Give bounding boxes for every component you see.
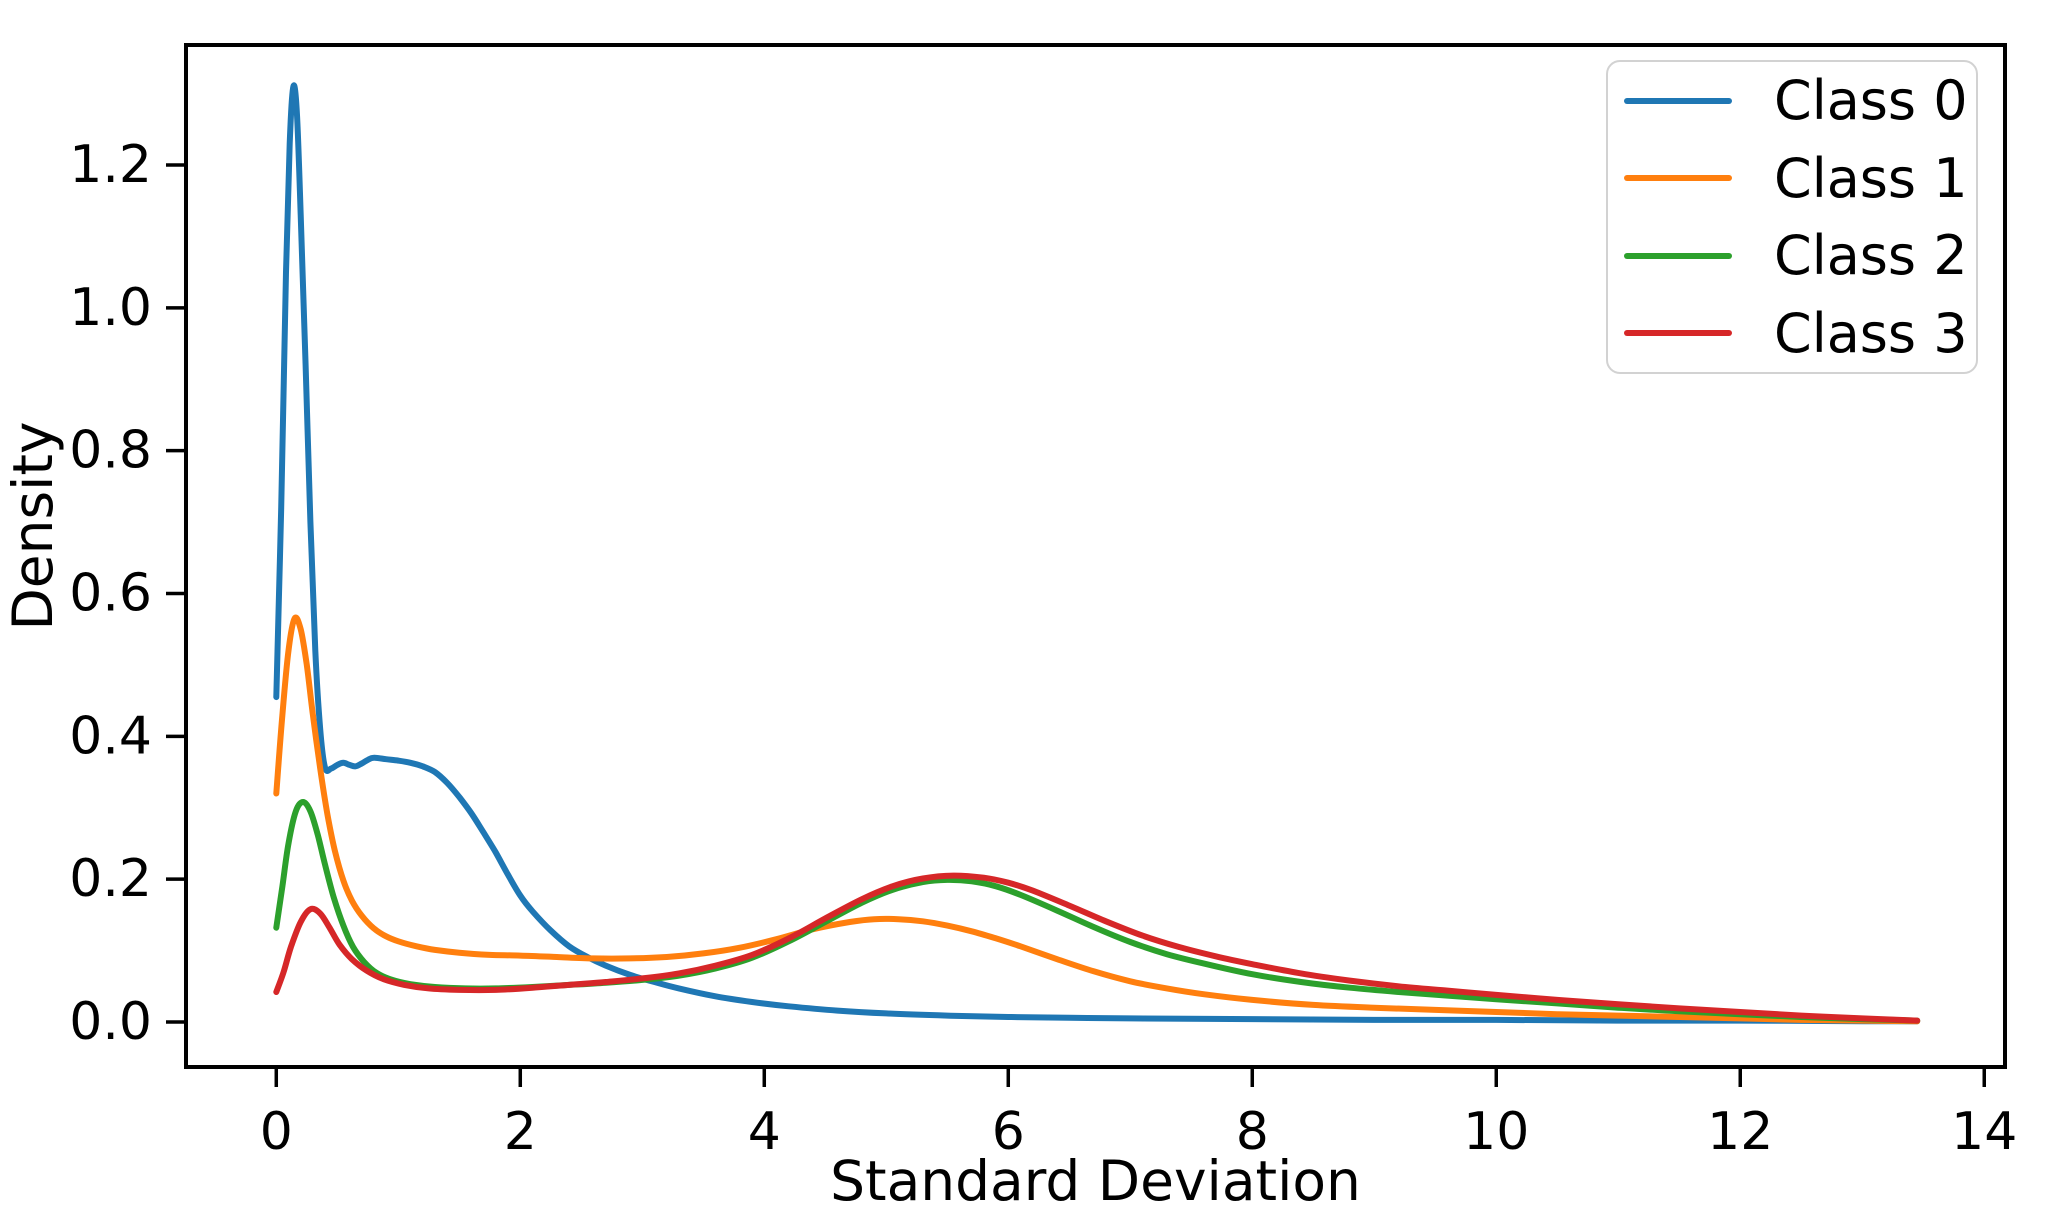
y-axis-tick-label: 0.4 xyxy=(69,706,152,766)
x-axis-tick-label: 12 xyxy=(1707,1102,1773,1162)
series-line-class-1 xyxy=(273,614,1921,1025)
y-axis-tick-label: 0.8 xyxy=(69,421,152,481)
legend-label: Class 3 xyxy=(1774,301,1968,365)
series-line-class-0 xyxy=(273,82,1921,1025)
x-axis-tick-label: 8 xyxy=(1236,1102,1269,1162)
y-axis-tick-label: 1.0 xyxy=(69,278,152,338)
x-axis-tick-label: 4 xyxy=(748,1102,781,1162)
y-axis-label: Density xyxy=(1,421,65,630)
legend-line-swatch xyxy=(1624,330,1732,337)
x-axis-label: Standard Deviation xyxy=(830,1149,1361,1213)
x-axis-tick-label: 2 xyxy=(504,1102,537,1162)
legend-label: Class 1 xyxy=(1774,146,1968,210)
y-axis-tick-label: 1.2 xyxy=(69,135,152,195)
legend-line-swatch xyxy=(1624,97,1732,104)
x-axis-tick-label: 14 xyxy=(1951,1102,2017,1162)
axes-spines xyxy=(184,43,2007,1069)
legend-entry-class-2: Class 2 xyxy=(1624,224,1976,287)
legend-entry-class-0: Class 0 xyxy=(1624,69,1976,132)
legend-label: Class 0 xyxy=(1774,69,1968,133)
legend-entry-class-3: Class 3 xyxy=(1624,302,1976,365)
y-axis-tick-label: 0.2 xyxy=(69,849,152,909)
x-axis-tick-label: 6 xyxy=(992,1102,1025,1162)
x-axis-tick-label: 10 xyxy=(1463,1102,1529,1162)
legend: Class 0 Class 1 Class 2 Class 3 xyxy=(1606,60,1978,374)
legend-line-swatch xyxy=(1624,252,1732,259)
legend-line-swatch xyxy=(1624,175,1732,182)
legend-label: Class 2 xyxy=(1774,224,1968,288)
series-line-class-3 xyxy=(273,872,1921,1024)
legend-entry-class-1: Class 1 xyxy=(1624,147,1976,210)
y-axis-tick-label: 0.0 xyxy=(69,992,152,1052)
x-axis-tick-label: 0 xyxy=(260,1102,293,1162)
y-axis-tick-label: 0.6 xyxy=(69,563,152,623)
